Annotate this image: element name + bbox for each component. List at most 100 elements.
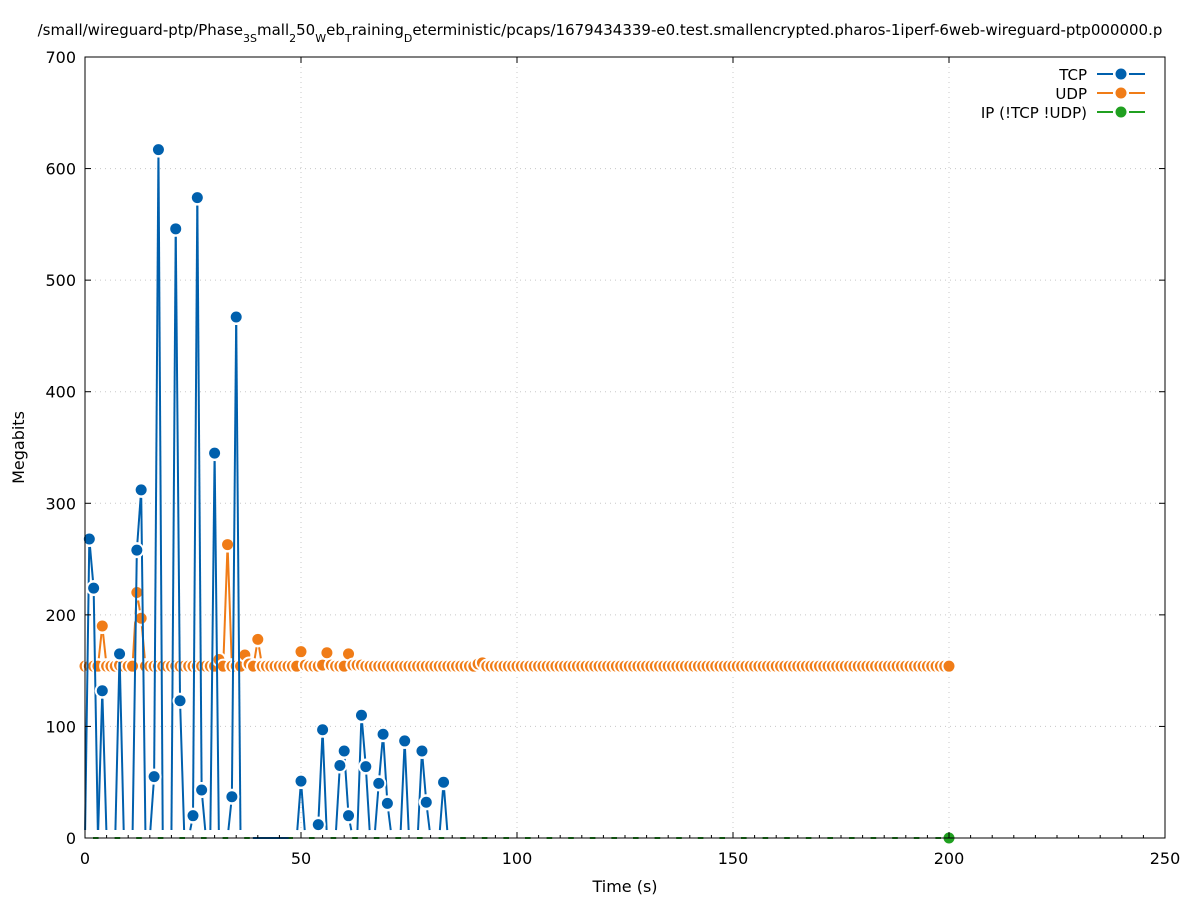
y-tick-label: 0 (66, 829, 76, 848)
data-point (338, 745, 350, 757)
data-point (295, 775, 307, 787)
y-tick-label: 700 (45, 48, 76, 67)
data-point (343, 810, 355, 822)
series-line-segment (170, 236, 177, 831)
title-segment: W (315, 32, 326, 45)
x-axis-label: Time (s) (591, 877, 657, 896)
data-point (127, 660, 139, 672)
y-tick-label: 600 (45, 160, 76, 179)
data-point (222, 539, 234, 551)
legend-marker (1115, 68, 1127, 80)
series-line-segment (136, 497, 142, 543)
series-line-segment (84, 546, 91, 831)
series-line-segment (209, 461, 216, 831)
x-tick-label: 0 (80, 849, 90, 868)
data-point (230, 311, 242, 323)
series-line-segment (196, 205, 203, 783)
series-line-segment (189, 823, 193, 831)
y-tick-label: 400 (45, 383, 76, 402)
data-point (381, 797, 393, 809)
title-segment: eb (326, 21, 345, 39)
data-point (96, 685, 108, 697)
x-tick-label: 150 (718, 849, 749, 868)
data-point (191, 192, 203, 204)
series-line-segment (378, 742, 384, 776)
series-line-segment (335, 773, 341, 831)
series-line-segment (317, 737, 324, 817)
x-tick-label: 250 (1150, 849, 1181, 868)
data-point (355, 709, 367, 721)
plot-frame (84, 56, 1166, 839)
series-line-segment (227, 804, 233, 831)
series-line-segment (387, 811, 392, 831)
data-point (209, 447, 221, 459)
chart-title: /small/wireguard-ptp/Phase3Small250WebTr… (38, 21, 1163, 45)
series-line-segment (321, 737, 328, 831)
legend-label: IP (!TCP !UDP) (981, 104, 1087, 122)
data-point (438, 776, 450, 788)
data-point (170, 223, 182, 235)
series-line-segment (230, 324, 238, 789)
legend-label: UDP (1055, 85, 1087, 103)
data-point (295, 646, 307, 658)
data-point (420, 796, 432, 808)
data-point (131, 544, 143, 556)
series-line-segment (361, 723, 367, 759)
title-segment: 3S (243, 32, 257, 45)
x-tick-label: 50 (291, 849, 311, 868)
series-line-segment (421, 758, 427, 795)
data-point (252, 633, 264, 645)
data-point (399, 735, 411, 747)
data-point (343, 648, 355, 660)
legend-label: TCP (1058, 66, 1087, 84)
data-point (187, 810, 199, 822)
series-line-segment (174, 236, 181, 693)
data-point (373, 777, 385, 789)
series-line-segment (404, 748, 410, 831)
series-line-segment (179, 708, 186, 831)
data-point (317, 724, 329, 736)
data-point (321, 647, 333, 659)
title-segment: raining (352, 21, 404, 39)
series-line-segment (226, 552, 233, 659)
series-line-segment (349, 823, 353, 831)
series-line-segment (356, 723, 363, 831)
data-point (416, 745, 428, 757)
data-point (152, 144, 164, 156)
series-line-segment (97, 698, 104, 831)
title-segment: T (344, 32, 352, 45)
y-tick-label: 500 (45, 271, 76, 290)
series-line-segment (153, 157, 160, 769)
data-point (196, 784, 208, 796)
series-line-segment (258, 647, 262, 659)
series-line-segment (92, 596, 99, 831)
series-tcp (81, 142, 452, 839)
series-line-segment (296, 788, 302, 831)
title-segment: mall (257, 21, 289, 39)
series-line-segment (131, 558, 138, 831)
series-line-segment (235, 324, 242, 831)
x-tick-label: 200 (934, 849, 965, 868)
series-line-segment (426, 810, 431, 831)
series-line-segment (382, 742, 388, 796)
series-line-segment (300, 788, 306, 831)
series-line-segment (438, 790, 444, 831)
title-segment: eterministic/pcaps/1679434339-e0.test.sm… (412, 21, 1162, 39)
data-point (360, 761, 372, 773)
data-point (135, 484, 147, 496)
title-segment: D (404, 32, 412, 45)
series-line-segment (365, 774, 371, 831)
series-line-segment (201, 797, 207, 831)
title-segment: 50 (296, 21, 315, 39)
data-point (334, 759, 346, 771)
data-point (226, 791, 238, 803)
data-point (114, 648, 126, 660)
data-point (135, 612, 147, 624)
series-line-segment (118, 661, 125, 831)
series-line-segment (399, 748, 406, 831)
grid-lines (85, 57, 1165, 838)
series-line-segment (137, 600, 141, 611)
series-line-segment (102, 633, 107, 659)
y-tick-label: 300 (45, 494, 76, 513)
